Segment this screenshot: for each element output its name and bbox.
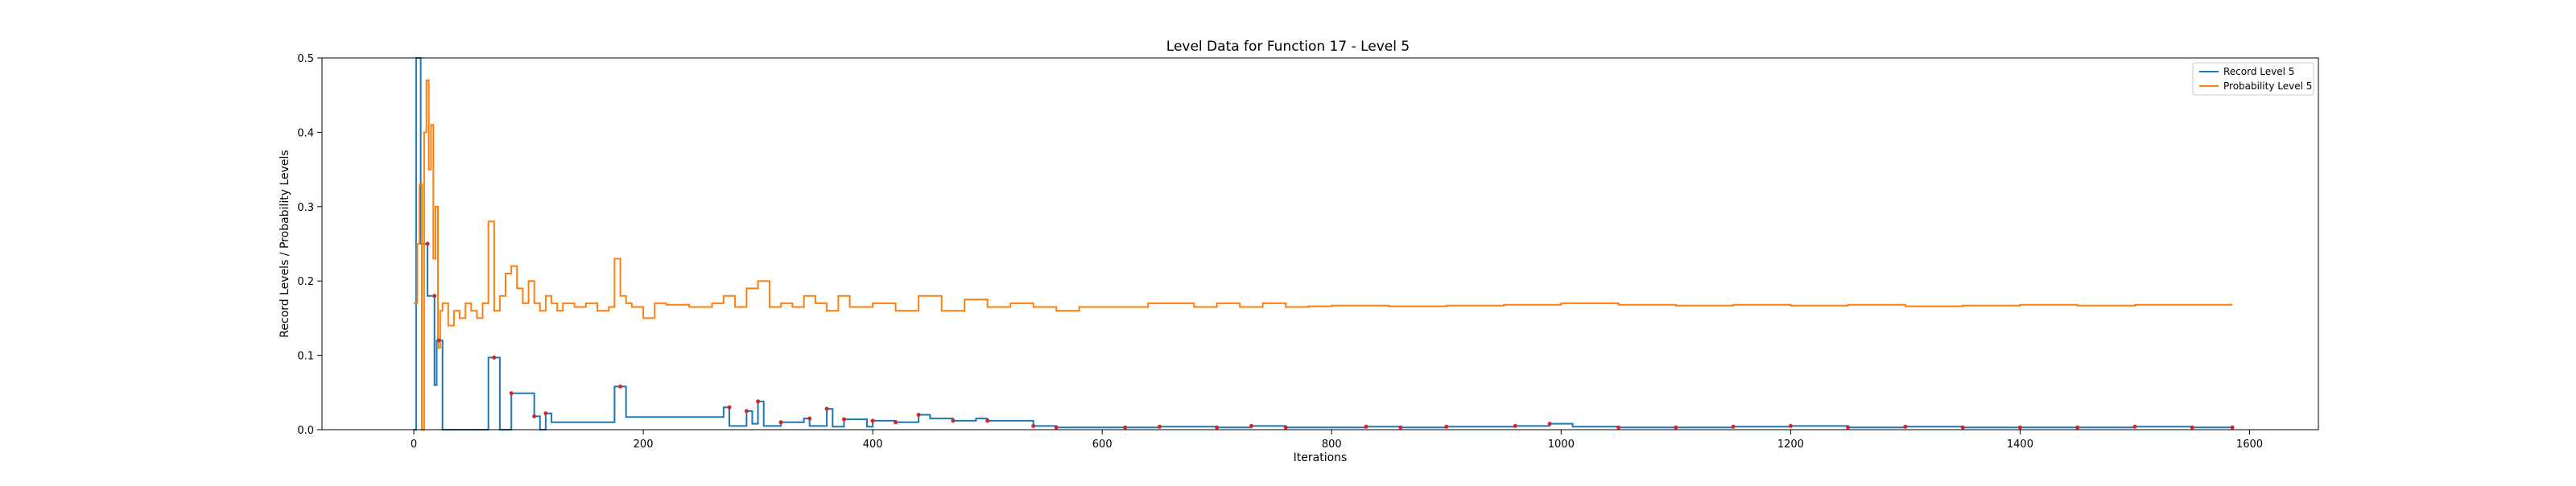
legend: Record Level 5 Probability Level 5 — [2192, 62, 2314, 96]
record-marker — [1123, 425, 1128, 430]
y-tick-label: 0.5 — [297, 53, 314, 65]
record-marker — [1031, 423, 1036, 428]
record-marker — [2017, 425, 2022, 430]
record-marker — [985, 418, 990, 423]
legend-box — [2192, 62, 2314, 96]
x-tick-label: 1000 — [1548, 439, 1575, 451]
plot-lines — [414, 57, 2233, 430]
record-marker — [1731, 424, 1736, 429]
record-marker — [618, 384, 623, 389]
record-marker — [1283, 425, 1288, 430]
y-tick-label: 0.4 — [297, 127, 314, 139]
record-marker — [1960, 425, 1965, 430]
x-axis-label: Iterations — [1294, 451, 1348, 464]
legend-label-record: Record Level 5 — [2223, 66, 2294, 77]
record-marker — [1674, 425, 1678, 430]
x-tick-label: 600 — [1092, 439, 1113, 451]
legend-label-probability: Probability Level 5 — [2223, 80, 2312, 92]
series-line-probability-level — [414, 79, 2233, 430]
record-marker — [2190, 425, 2194, 430]
record-marker — [1364, 424, 1368, 429]
record-marker — [1398, 425, 1403, 430]
x-axis: 0 200 400 600 800 1000 1200 1400 1600 — [411, 430, 2263, 451]
record-marker — [842, 417, 846, 422]
record-marker — [2075, 425, 2080, 430]
record-marker — [824, 406, 829, 411]
record-marker — [2132, 424, 2137, 429]
x-tick-label: 1400 — [2007, 439, 2033, 451]
plot-frame — [321, 57, 2319, 430]
y-axis-label: Record Levels / Probability Levels — [279, 150, 291, 337]
record-marker — [1788, 423, 1793, 428]
y-tick-label: 0.3 — [297, 202, 314, 214]
record-marker — [1158, 424, 1162, 429]
record-marker — [1616, 425, 1621, 430]
record-marker — [951, 418, 956, 423]
record-marker — [727, 405, 732, 410]
record-marker — [807, 416, 812, 421]
record-marker — [1903, 424, 1908, 429]
record-marker — [1054, 425, 1059, 430]
record-marker — [756, 399, 761, 404]
chart-title: Level Data for Function 17 - Level 5 — [1166, 39, 1410, 55]
record-marker — [1249, 423, 1253, 428]
record-marker — [894, 420, 898, 425]
record-marker — [492, 355, 497, 360]
record-marker — [1215, 425, 1220, 430]
record-marker — [425, 241, 430, 246]
record-marker — [1444, 424, 1449, 429]
record-marker — [870, 418, 875, 423]
record-marker — [2230, 425, 2235, 430]
record-marker — [1846, 425, 1851, 430]
record-marker — [436, 338, 441, 343]
record-marker — [916, 413, 921, 417]
y-tick-label: 0.0 — [297, 425, 314, 437]
x-tick-label: 0 — [411, 439, 417, 451]
y-tick-label: 0.1 — [297, 351, 314, 363]
record-marker — [432, 294, 437, 299]
record-marker — [1547, 422, 1552, 426]
x-tick-label: 200 — [634, 439, 654, 451]
x-tick-label: 1600 — [2236, 439, 2263, 451]
record-marker — [543, 411, 548, 416]
record-marker — [778, 420, 783, 425]
x-tick-label: 400 — [863, 439, 883, 451]
record-marker — [744, 409, 749, 414]
record-marker — [509, 391, 514, 396]
x-tick-label: 800 — [1322, 439, 1342, 451]
series-line-record-level — [414, 57, 2233, 430]
plot-markers — [425, 241, 2235, 430]
x-tick-label: 1200 — [1777, 439, 1804, 451]
record-marker — [1513, 423, 1517, 428]
y-axis: 0.0 0.1 0.2 0.3 0.4 0.5 — [297, 53, 322, 437]
y-tick-label: 0.2 — [297, 276, 314, 288]
record-marker — [532, 414, 537, 418]
